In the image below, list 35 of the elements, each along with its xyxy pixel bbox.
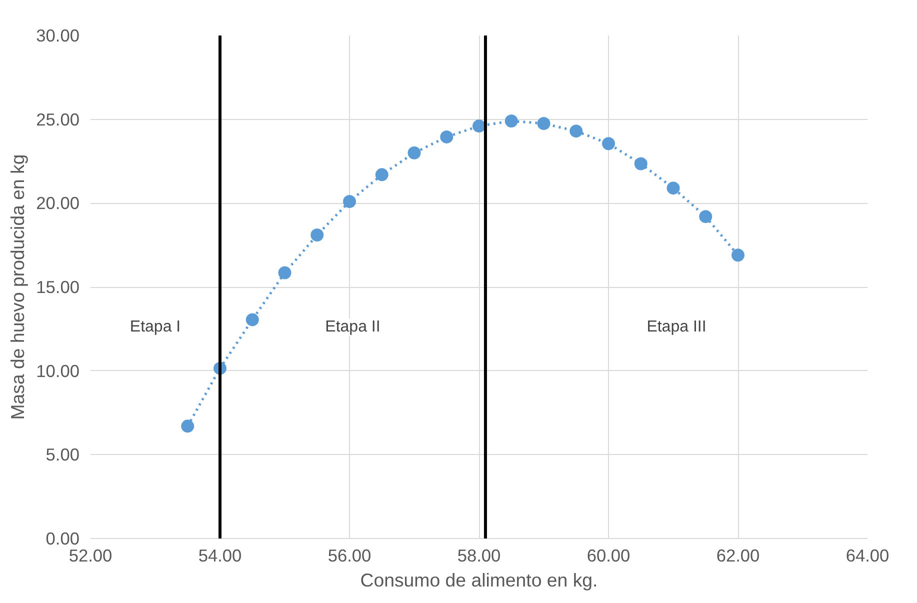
point	[375, 168, 388, 182]
y-tick-label: 20.00	[36, 193, 80, 214]
y-tick-label: 10.00	[36, 360, 80, 381]
annotation: Etapa I	[130, 318, 181, 336]
point	[666, 182, 680, 195]
y-tick-label: 30.00	[36, 26, 80, 46]
point	[732, 248, 744, 262]
point	[310, 228, 324, 242]
x-tick-label: 58.00	[457, 546, 501, 566]
annotation: Etapa II	[325, 318, 380, 336]
point	[634, 157, 648, 170]
x-tick-label: 52.00	[68, 546, 112, 566]
annotation: Etapa III	[646, 318, 706, 336]
y-tick-label: 15.00	[36, 277, 80, 297]
point	[440, 130, 454, 144]
point	[504, 114, 518, 128]
point	[699, 210, 712, 224]
point	[246, 313, 259, 326]
y-tick-label: 0.00	[46, 528, 80, 548]
x-tick-label: 64.00	[846, 546, 890, 566]
point	[602, 137, 615, 150]
point	[278, 266, 292, 280]
point	[570, 124, 583, 138]
point	[181, 420, 194, 433]
point	[537, 117, 550, 130]
x-tick-label: 60.00	[586, 546, 630, 566]
point	[343, 195, 356, 208]
x-tick-label: 56.00	[328, 546, 372, 566]
point	[408, 146, 421, 160]
y-tick-label: 5.00	[46, 444, 80, 465]
x-axis-title: Consumo de alimento en kg.	[360, 570, 598, 590]
y-tick-label: 25.00	[36, 109, 80, 130]
y-axis-title: Masa de huevo producida en kg	[7, 154, 28, 420]
x-tick-label: 54.00	[198, 546, 242, 566]
x-tick-label: 62.00	[716, 546, 760, 566]
